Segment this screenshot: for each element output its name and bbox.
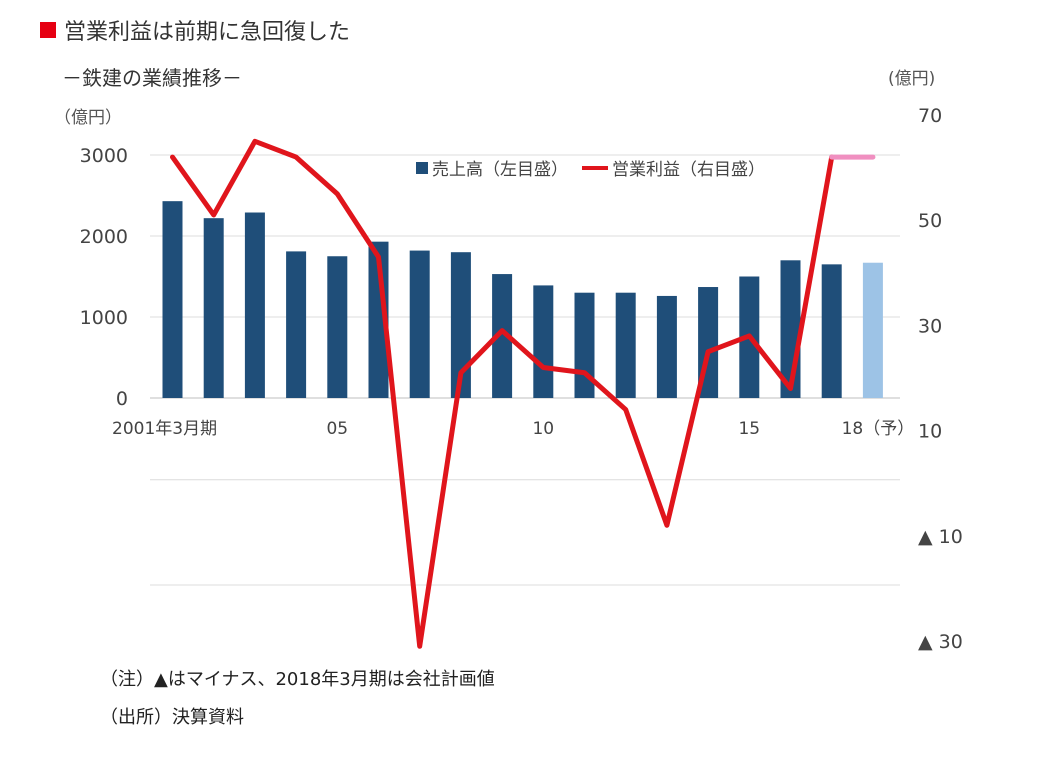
legend-bar-swatch (416, 161, 428, 174)
bar (409, 250, 430, 398)
bar (327, 256, 348, 398)
bar (450, 252, 471, 398)
right-axis-tick-label: 10 (918, 421, 942, 443)
right-axis-tick-label: ▲ 10 (918, 526, 963, 548)
legend: 売上高（左目盛） 営業利益（右目盛） (416, 155, 765, 180)
right-axis-tick-label: 50 (918, 210, 942, 232)
left-axis-unit: （億円） (54, 108, 122, 128)
x-axis-tick-label: 10 (532, 419, 554, 439)
left-axis-tick-label: 2000 (80, 226, 128, 248)
chart-title: 営業利益は前期に急回復した (40, 14, 350, 46)
bar (244, 212, 265, 398)
bar (286, 251, 307, 398)
chart-title-text: 営業利益は前期に急回復した (64, 20, 351, 45)
left-axis-tick-label: 0 (116, 388, 128, 410)
x-axis-tick-label: 2001年3月期 (112, 419, 217, 439)
bar-forecast (862, 262, 883, 398)
x-axis-tick-label: 15 (738, 419, 760, 439)
chart-subtitle: －鉄建の業績推移－ (62, 66, 242, 90)
left-axis-tick-label: 3000 (80, 145, 128, 167)
legend-line-label: 営業利益（右目盛） (612, 160, 765, 180)
x-axis-tick-label: 05 (326, 419, 348, 439)
legend-line-swatch (582, 165, 608, 170)
x-axis-tick-label: 18（予） (842, 419, 915, 439)
right-axis-tick-label: 30 (918, 315, 942, 337)
footnote-source: （出所）決算資料 (100, 707, 244, 728)
right-axis-tick-label: ▲ 30 (918, 631, 963, 653)
left-axis-tick-label: 1000 (80, 307, 128, 329)
bar (162, 201, 183, 398)
bar (492, 274, 513, 398)
bar (615, 292, 636, 398)
title-marker-icon (40, 22, 56, 38)
bar (203, 218, 224, 398)
bar (656, 295, 677, 398)
profit-line (170, 138, 835, 649)
bar (533, 285, 554, 398)
footnote-note: （注）▲はマイナス、2018年3月期は会社計画値 (100, 669, 495, 690)
bar (821, 264, 842, 398)
legend-bar-label: 売上高（左目盛） (432, 160, 568, 180)
right-axis-tick-label: 70 (918, 105, 942, 127)
right-axis-unit: (億円) (888, 69, 936, 89)
